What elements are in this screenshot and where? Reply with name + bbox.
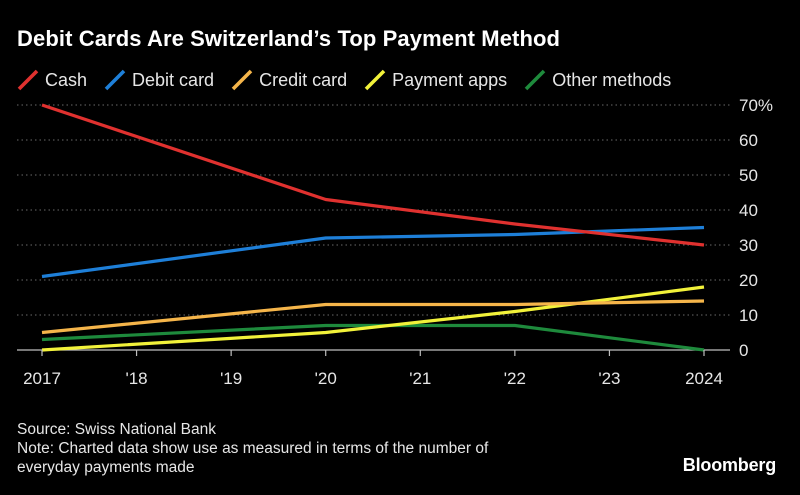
legend-item-cash: Cash (17, 69, 87, 91)
legend-label-cash: Cash (45, 69, 88, 90)
x-tick-label: '18 (125, 369, 147, 388)
series-lines (41, 103, 705, 352)
note-line-1: Note: Charted data show use as measured … (17, 440, 489, 457)
bloomberg-logo: Bloomberg (682, 455, 776, 475)
x-tick-label: 2024 (685, 369, 723, 388)
legend-item-credit-card: Credit card (231, 69, 347, 91)
series-line-credit-card (41, 299, 705, 335)
chart-legend: Cash Debit card Credit card Payment apps Oth… (17, 68, 671, 92)
legend-item-other-methods: Other methods (524, 69, 671, 91)
legend-label-other-methods: Other methods (552, 69, 672, 90)
source-note: Source: Swiss National Bank (17, 421, 217, 438)
legend-label-payment-apps: Payment apps (392, 69, 508, 90)
y-tick-label: 70% (739, 96, 773, 115)
legend-swatch-cash (17, 69, 39, 91)
y-tick-label: 50 (739, 166, 758, 185)
y-tick-label: 40 (739, 201, 758, 220)
gridlines (17, 104, 730, 351)
y-tick-label: 10 (739, 306, 758, 325)
series-line-other-methods (41, 323, 705, 352)
x-tick-label: '23 (598, 369, 620, 388)
legend-swatch-payment-apps (364, 69, 386, 91)
y-tick-label: 30 (739, 236, 758, 255)
legend-label-credit-card: Credit card (259, 69, 348, 90)
series-line-debit-card (41, 225, 705, 279)
legend-item-payment-apps: Payment apps (364, 69, 507, 91)
legend-item-debit-card: Debit card (104, 69, 214, 91)
legend-swatch-credit-card (231, 69, 253, 91)
x-tick-label: 2017 (23, 369, 61, 388)
x-axis-ticks: 2017 '18 '19 '20 '21 '22 '23 2024 (23, 350, 723, 388)
y-axis-ticks: 0 10 20 30 40 50 60 70% (739, 96, 773, 360)
x-tick-label: '19 (220, 369, 242, 388)
x-tick-label: '22 (504, 369, 526, 388)
chart-title: Debit Cards Are Switzerland’s Top Paymen… (17, 26, 561, 51)
x-tick-label: '20 (315, 369, 337, 388)
legend-swatch-other-methods (524, 69, 546, 91)
y-tick-label: 60 (739, 131, 758, 150)
y-tick-label: 20 (739, 271, 758, 290)
x-tick-label: '21 (409, 369, 431, 388)
note-line-2: everyday payments made (17, 459, 195, 476)
series-line-cash (41, 103, 705, 247)
legend-label-debit-card: Debit card (132, 69, 215, 90)
legend-swatch-debit-card (104, 69, 126, 91)
y-tick-label: 0 (739, 341, 748, 360)
series-line-payment-apps (41, 285, 705, 352)
chart-footer: Source: Swiss National Bank Note: Charte… (17, 420, 657, 477)
